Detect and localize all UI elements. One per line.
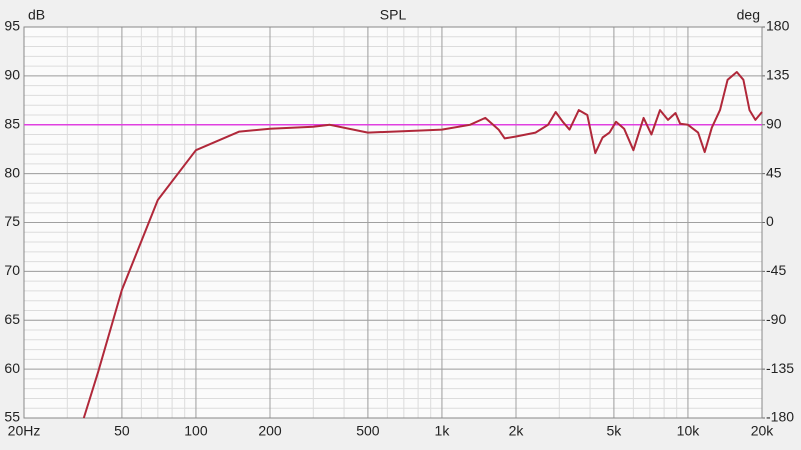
x-tick-label: 1k (435, 423, 451, 439)
y2-tick-label: 180 (766, 18, 790, 34)
y2-axis-label: deg (737, 7, 760, 23)
y2-tick-label: 0 (766, 213, 774, 229)
x-tick-label: 200 (258, 423, 282, 439)
y-axis-label: dB (28, 7, 45, 23)
y2-tick-label: -90 (766, 311, 786, 327)
x-tick-label: 50 (114, 423, 130, 439)
y-tick-label: 60 (4, 360, 20, 376)
y2-tick-label: -180 (766, 409, 794, 425)
y2-tick-label: -135 (766, 360, 794, 376)
y-tick-label: 95 (4, 18, 20, 34)
y-tick-label: 65 (4, 311, 20, 327)
x-tick-label: 5k (606, 423, 622, 439)
y-tick-label: 75 (4, 213, 20, 229)
x-tick-label: 100 (184, 423, 208, 439)
chart-title: SPL (380, 7, 407, 23)
x-tick-label: 20k (751, 423, 775, 439)
y2-tick-label: 45 (766, 164, 782, 180)
series-line (82, 71, 763, 419)
x-tick-label: 10k (677, 423, 701, 439)
y-tick-label: 85 (4, 115, 20, 131)
y-tick-label: 90 (4, 67, 20, 83)
plot-border (23, 26, 763, 419)
y-tick-label: 70 (4, 262, 20, 278)
x-tick-label: 500 (356, 423, 380, 439)
x-tick-label: 2k (509, 423, 525, 439)
y2-tick-label: 135 (766, 67, 790, 83)
x-tick-label: 20Hz (8, 423, 41, 439)
y2-tick-label: -45 (766, 262, 786, 278)
y-tick-label: 80 (4, 164, 20, 180)
y2-tick-label: 90 (766, 115, 782, 131)
y-tick-label: 55 (4, 409, 20, 425)
